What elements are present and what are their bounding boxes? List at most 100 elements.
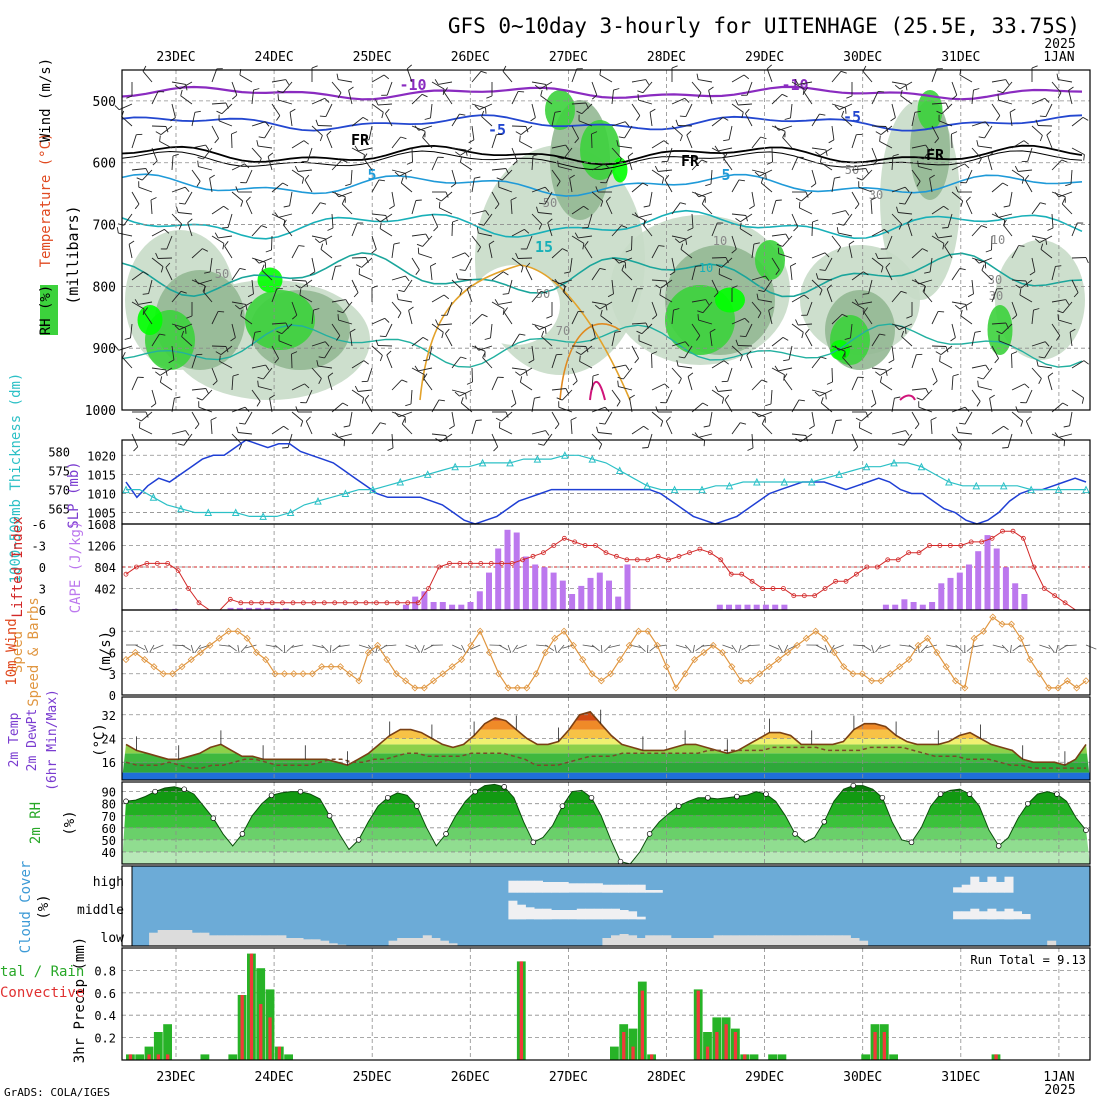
upper-air-wind-barb-271 — [431, 433, 446, 436]
upper-air-contour-label-2: -5 — [488, 121, 506, 139]
10m-wind-barb-11 — [228, 644, 237, 652]
upper-air-wind-barb-tick-729 — [959, 422, 966, 425]
cape-li-li-marker-81 — [968, 539, 974, 545]
upper-air-wind-barb-582 — [811, 169, 817, 184]
upper-air-wind-barb-477 — [685, 103, 693, 117]
upper-air-wind-barb-137 — [278, 99, 293, 105]
upper-air-wind-barb-128 — [261, 269, 273, 281]
10m-wind-ytick-9: 9 — [109, 625, 116, 639]
upper-air-wind-barb-496 — [711, 147, 725, 155]
upper-air-wind-barb-164 — [311, 310, 314, 325]
upper-air-wind-barb-122 — [258, 145, 273, 149]
upper-air-contour-label-1: -10 — [781, 76, 808, 94]
2m-temp-ytick-16: 16 — [102, 756, 116, 770]
upper-air-temp-contour-15 — [121, 252, 1083, 298]
upper-air-wind-barb-tick-72 — [197, 160, 199, 167]
upper-air-wind-barb-319 — [482, 357, 493, 369]
10m-wind-marker-30 — [402, 677, 410, 685]
upper-air-wind-barb-tick-29 — [159, 333, 166, 336]
upper-air-wind-barb-14 — [131, 377, 139, 391]
10m-wind-barb-79 — [862, 644, 872, 651]
10m-wind-barb-42 — [512, 644, 518, 653]
upper-air-wind-barb-633 — [861, 169, 873, 181]
upper-air-wind-barb-515 — [731, 179, 740, 193]
upper-air-wind-barb-tick-514 — [723, 153, 728, 159]
upper-air-ytick-1000: 1000 — [85, 404, 116, 419]
upper-air-wind-barb-tick-197 — [337, 310, 344, 314]
upper-air-wind-barb-685 — [929, 178, 933, 193]
upper-air-wind-barb-408 — [599, 74, 613, 83]
upper-air-wind-barb-618 — [843, 213, 853, 226]
cape-li-li-marker-3 — [154, 561, 160, 566]
upper-air-wind-barb-353 — [519, 367, 533, 376]
cape-li-cape-bar-48 — [569, 594, 576, 610]
upper-air-wind-barb-599 — [820, 161, 833, 171]
upper-air-wind-barb-tick-505 — [709, 328, 716, 333]
precip-total-bar-8 — [200, 1054, 210, 1060]
cape-li-li-marker-0 — [123, 571, 129, 577]
upper-air-wind-barb-318 — [478, 345, 493, 351]
upper-air-wind-barb-602 — [831, 235, 841, 248]
cape-li-cape-bar-32 — [421, 591, 428, 610]
10m-wind-marker-92 — [979, 627, 988, 635]
upper-air-wind-barb-tick-189 — [362, 117, 369, 121]
upper-air-wind-barb-tick-407 — [598, 443, 603, 450]
10m-wind-marker-103 — [1082, 677, 1090, 685]
cape-li-cape-bar-65 — [726, 604, 732, 610]
10m-wind-barb-23 — [332, 644, 341, 652]
precip-conv-bar-63 — [715, 1032, 719, 1060]
upper-air-wind-barb-636 — [871, 229, 885, 237]
2m-rh-marker-63 — [734, 793, 740, 800]
cloud-cover-mid-cell-51 — [568, 910, 578, 920]
upper-air-wind-barb-tick-199 — [349, 328, 356, 333]
10m-wind-barb-21 — [321, 644, 329, 652]
10m-wind-marker-46 — [551, 634, 559, 642]
10m-wind-barb-4 — [152, 644, 164, 650]
upper-air-wind-barb-414 — [605, 201, 613, 215]
upper-air-wind-barb-tick-775 — [1019, 289, 1022, 296]
upper-air-wind-barb-454 — [638, 340, 653, 347]
precip-total-bar-70 — [777, 1054, 787, 1060]
upper-air-wind-barb-tick-751 — [1023, 140, 1029, 145]
upper-air-wind-barb-tick-595 — [840, 70, 847, 74]
upper-air-wind-barb-tick-510 — [743, 74, 750, 80]
upper-air-wind-barb-706 — [951, 268, 961, 281]
cape-li-li-marker-44 — [582, 543, 588, 548]
upper-air-wind-barb-749 — [998, 99, 1013, 105]
cape-li-cape-bar-94 — [993, 548, 1000, 610]
upper-air-wind-barb-253 — [398, 411, 413, 418]
cape-li-li-marker-71 — [864, 564, 870, 570]
upper-air-wind-barb-378 — [558, 166, 573, 171]
10m-wind-barb-46 — [554, 644, 557, 653]
cloud-cover-low-cell-70 — [730, 935, 740, 946]
cape-li-cape-bar-44 — [532, 564, 539, 610]
upper-air-wind-barb-tick-9 — [143, 271, 149, 276]
upper-air-wind-barb-tick-802 — [1083, 154, 1085, 161]
upper-air-wind-barb-216 — [371, 345, 383, 356]
upper-air-wind-barb-tick-418 — [594, 304, 601, 310]
upper-air-wind-barb-tick-371 — [565, 388, 570, 395]
upper-air-wind-barb-804 — [1058, 191, 1073, 198]
cloud-cover-mid-cell-49 — [551, 910, 561, 920]
upper-air-wind-barb-tick-562 — [784, 117, 791, 120]
upper-air-side-label-temp: Temperature (°C) — [38, 133, 54, 268]
upper-air-wind-barb-47 — [159, 367, 173, 376]
upper-air-wind-barb-729 — [964, 411, 973, 425]
cape-li-li-marker-48 — [624, 557, 630, 563]
upper-air-wind-barb-631 — [871, 125, 887, 127]
upper-air-wind-barb-tick-461 — [679, 135, 683, 142]
upper-air-wind-barb-tick-470 — [673, 308, 680, 311]
upper-air-wind-barb-tick-559 — [754, 412, 760, 418]
upper-air-wind-barb-276 — [451, 169, 457, 184]
upper-air-wind-barb-tick-441 — [643, 425, 649, 430]
upper-air-wind-barb-tick-571 — [803, 294, 810, 300]
upper-air-wind-barb-394 — [591, 133, 593, 149]
upper-air-wind-barb-tick-467 — [669, 271, 676, 276]
10m-wind-marker-36 — [457, 656, 466, 664]
upper-air-wind-barb-tick-312 — [477, 223, 484, 226]
upper-air-wind-barb-tick-79 — [218, 310, 225, 313]
upper-air-wind-barb-217 — [367, 367, 373, 382]
upper-air-wind-barb-tick-122 — [256, 140, 259, 147]
upper-air-wind-barb-tick-740 — [981, 264, 985, 271]
upper-air-wind-barb-374 — [571, 68, 578, 83]
